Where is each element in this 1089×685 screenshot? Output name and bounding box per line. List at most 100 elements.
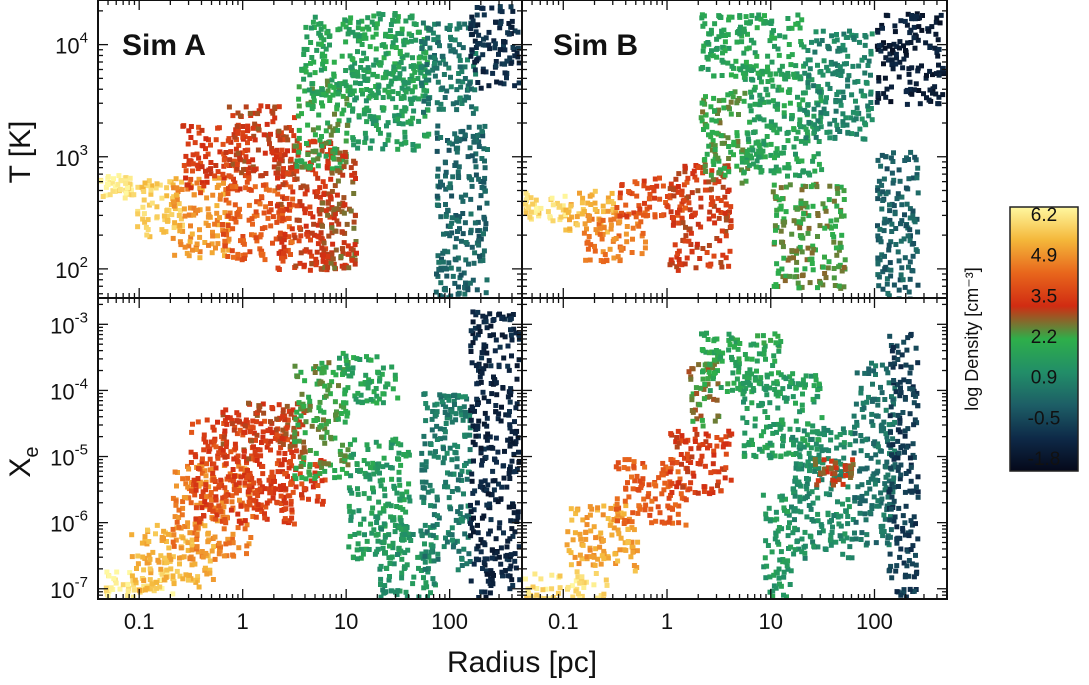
density-point xyxy=(346,265,352,271)
density-point xyxy=(236,480,242,486)
density-point xyxy=(464,476,470,482)
density-point xyxy=(302,66,308,72)
density-point xyxy=(396,64,402,70)
density-point xyxy=(279,147,285,153)
density-point xyxy=(834,92,840,97)
density-point xyxy=(472,220,478,226)
density-point xyxy=(827,135,833,141)
density-point xyxy=(835,190,841,196)
density-point xyxy=(418,528,424,534)
density-point xyxy=(373,118,379,124)
density-point xyxy=(434,494,440,500)
density-point xyxy=(695,221,701,227)
density-point xyxy=(461,270,467,276)
density-point xyxy=(906,66,912,72)
density-point xyxy=(617,190,623,196)
density-point xyxy=(212,556,218,562)
density-point xyxy=(227,157,233,163)
density-point xyxy=(434,271,439,277)
density-point xyxy=(235,110,241,116)
density-point xyxy=(291,425,297,431)
density-point xyxy=(480,52,486,58)
density-point xyxy=(482,158,487,164)
density-point xyxy=(828,225,834,231)
density-point xyxy=(753,164,759,170)
density-point xyxy=(834,252,840,258)
density-point xyxy=(343,24,349,30)
density-point xyxy=(477,258,483,264)
density-point xyxy=(218,192,223,198)
density-point xyxy=(676,257,682,262)
density-point xyxy=(403,509,409,515)
density-point xyxy=(275,191,281,197)
density-point xyxy=(857,126,863,132)
density-point xyxy=(798,205,804,211)
density-point xyxy=(425,569,431,575)
density-point xyxy=(321,90,327,96)
density-point xyxy=(377,510,383,516)
density-point xyxy=(907,276,913,282)
density-point xyxy=(772,223,778,229)
density-point xyxy=(378,576,384,582)
density-point xyxy=(506,504,512,510)
density-point xyxy=(243,185,249,191)
density-point xyxy=(170,199,176,205)
density-point xyxy=(904,201,910,207)
density-point xyxy=(528,195,534,201)
density-point xyxy=(841,284,847,290)
density-cloud xyxy=(346,62,432,153)
density-point xyxy=(358,87,364,93)
density-point xyxy=(397,51,403,56)
density-point xyxy=(718,210,724,215)
density-point xyxy=(909,91,915,97)
density-point xyxy=(471,458,476,464)
density-point xyxy=(903,185,909,191)
density-point xyxy=(496,312,502,318)
density-point xyxy=(227,163,232,168)
density-point xyxy=(419,450,425,456)
density-point xyxy=(875,261,881,267)
density-point xyxy=(380,545,386,551)
density-point xyxy=(354,462,360,467)
density-point xyxy=(464,513,470,519)
density-point xyxy=(588,202,594,207)
density-point xyxy=(236,412,242,418)
density-point xyxy=(855,79,861,84)
density-point xyxy=(280,427,286,433)
density-point xyxy=(779,87,785,93)
density-point xyxy=(170,539,176,545)
density-point xyxy=(317,424,323,430)
density-point xyxy=(875,223,880,229)
density-point xyxy=(305,102,311,108)
density-point xyxy=(339,111,345,117)
density-point xyxy=(185,186,191,192)
density-point xyxy=(193,579,199,585)
density-point xyxy=(395,588,401,594)
density-point xyxy=(884,166,890,172)
density-point xyxy=(293,263,299,269)
density-point xyxy=(324,165,330,171)
density-point xyxy=(897,59,903,65)
density-point xyxy=(485,431,491,437)
density-point xyxy=(173,502,179,508)
density-point xyxy=(346,27,352,32)
density-point xyxy=(176,515,182,520)
density-point xyxy=(747,103,753,109)
density-point xyxy=(813,29,819,35)
density-point xyxy=(852,79,858,85)
density-point xyxy=(196,466,201,471)
density-point xyxy=(700,109,706,115)
density-point xyxy=(258,453,264,459)
density-point xyxy=(194,531,200,537)
density-point xyxy=(201,447,207,453)
density-point xyxy=(309,106,315,111)
density-point xyxy=(675,184,681,189)
density-point xyxy=(757,75,763,80)
density-point xyxy=(323,260,329,265)
density-point xyxy=(907,30,913,36)
density-point xyxy=(802,140,808,146)
density-point xyxy=(343,18,349,24)
density-point xyxy=(244,420,250,426)
density-point xyxy=(290,489,296,495)
density-point xyxy=(284,424,290,430)
